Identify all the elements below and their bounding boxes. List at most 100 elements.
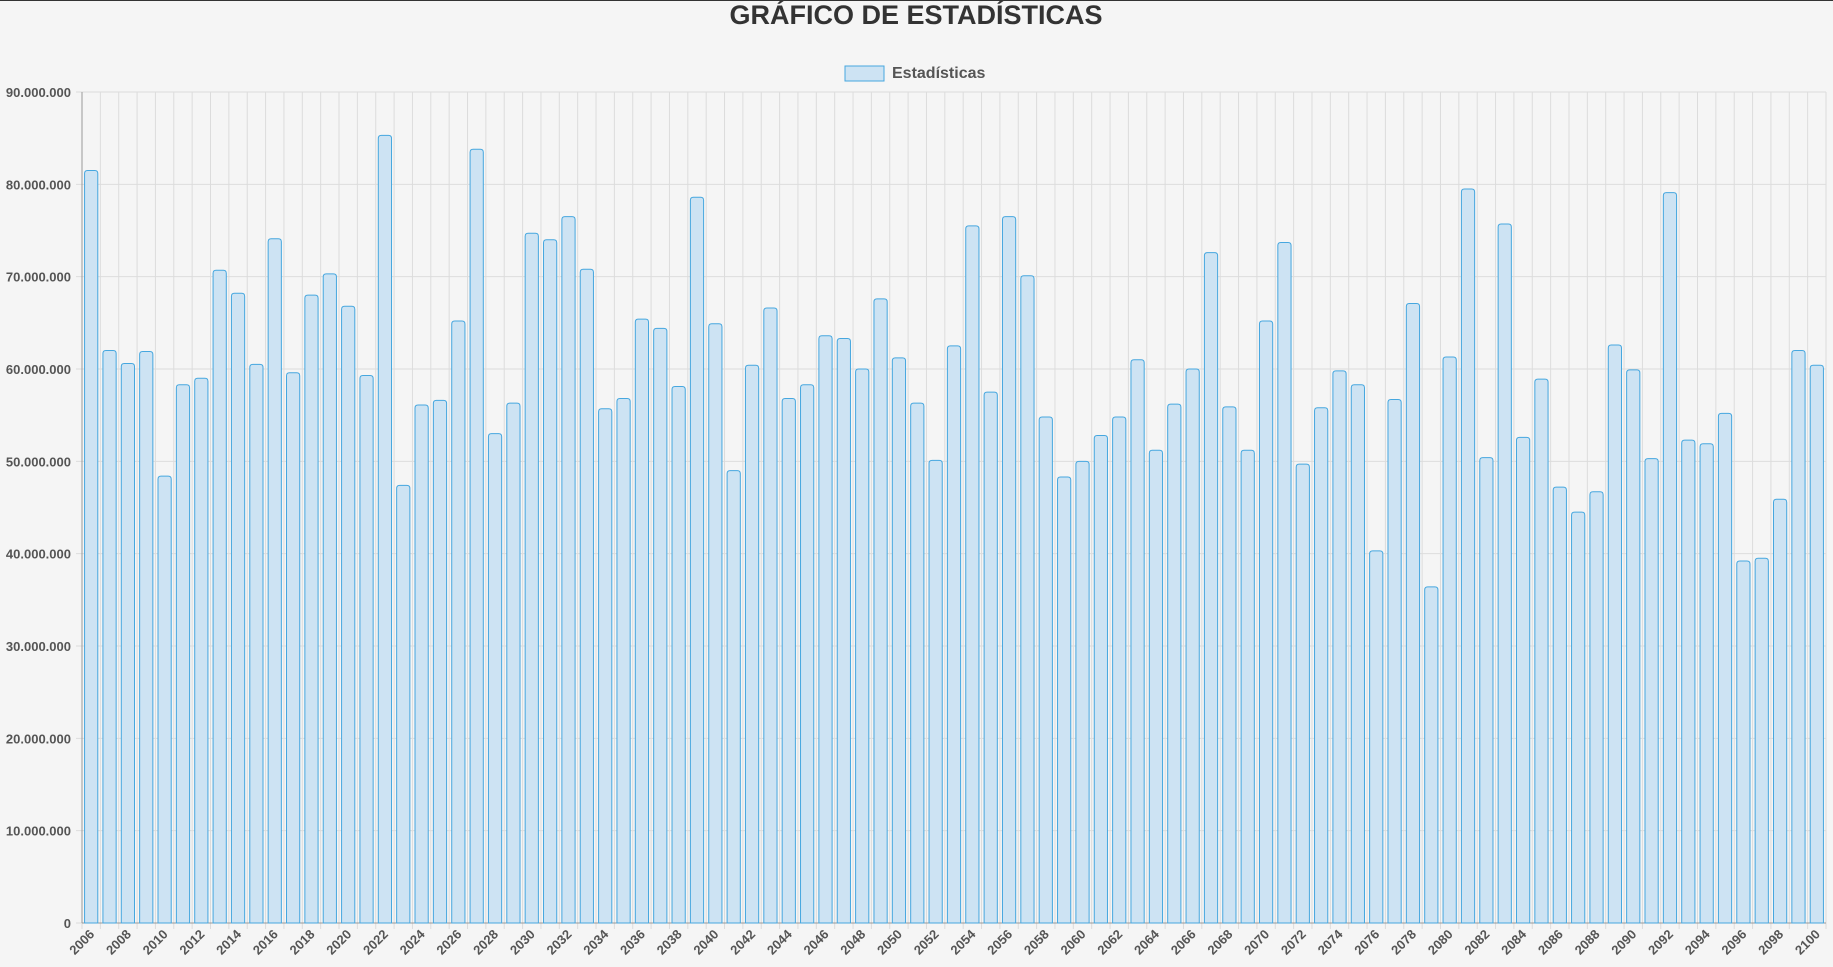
bar-2046[interactable] — [818, 335, 833, 924]
bar-2076[interactable] — [1369, 550, 1384, 924]
bar-2058[interactable] — [1038, 416, 1053, 924]
bar-2082[interactable] — [1479, 457, 1494, 924]
bar-2050[interactable] — [891, 357, 907, 924]
bar-2077[interactable] — [1387, 398, 1402, 924]
bar-2069[interactable] — [1240, 449, 1255, 924]
x-tick-label: 2070 — [1241, 927, 1272, 958]
bar-2032[interactable] — [561, 216, 576, 924]
bar-2066[interactable] — [1185, 368, 1200, 924]
bar-2048[interactable] — [855, 368, 870, 924]
bar-2021[interactable] — [359, 374, 374, 924]
bar-2009[interactable] — [139, 350, 154, 924]
bar-2064[interactable] — [1148, 449, 1164, 924]
bar-2026[interactable] — [451, 320, 466, 924]
bar-2067[interactable] — [1203, 252, 1219, 924]
bar-2065[interactable] — [1167, 403, 1182, 924]
bar-2014[interactable] — [230, 292, 246, 924]
bar-2011[interactable] — [175, 384, 191, 924]
bar-2091[interactable] — [1644, 458, 1659, 924]
bar-2087[interactable] — [1571, 511, 1586, 924]
bar-2056[interactable] — [1001, 216, 1017, 924]
bar-2038[interactable] — [671, 386, 686, 924]
bar-2029[interactable] — [506, 402, 521, 924]
bar-2017[interactable] — [286, 372, 301, 924]
bar-2085[interactable] — [1534, 378, 1549, 924]
x-tick-label: 2014 — [213, 926, 245, 958]
bar-2007[interactable] — [102, 350, 117, 924]
bar-2041[interactable] — [726, 470, 741, 924]
bar-2008[interactable] — [120, 362, 136, 924]
bar-2061[interactable] — [1093, 434, 1108, 924]
bar-2040[interactable] — [708, 323, 723, 924]
bar-2030[interactable] — [524, 232, 539, 924]
bar-2097[interactable] — [1754, 557, 1769, 924]
bar-2035[interactable] — [616, 398, 631, 924]
bar-2022[interactable] — [377, 134, 393, 924]
bar-2051[interactable] — [910, 402, 925, 924]
bar-2054[interactable] — [965, 225, 980, 924]
bar-2016[interactable] — [267, 238, 282, 924]
bar-2060[interactable] — [1075, 460, 1090, 924]
bar-2073[interactable] — [1314, 407, 1329, 924]
bar-2079[interactable] — [1424, 586, 1439, 924]
bar-2020[interactable] — [341, 305, 356, 924]
bar-2075[interactable] — [1350, 384, 1365, 924]
bar-2098[interactable] — [1773, 498, 1788, 924]
bar-2088[interactable] — [1589, 491, 1604, 924]
bar-2045[interactable] — [800, 384, 815, 924]
bar-2010[interactable] — [157, 475, 172, 924]
bar-2059[interactable] — [1057, 476, 1072, 924]
bar-2095[interactable] — [1717, 412, 1733, 924]
bar-2052[interactable] — [928, 459, 943, 924]
bar-2015[interactable] — [249, 363, 264, 924]
bar-2083[interactable] — [1497, 223, 1512, 924]
bar-2099[interactable] — [1791, 350, 1806, 924]
bar-2100[interactable] — [1809, 364, 1824, 924]
x-tick-label: 2062 — [1094, 927, 1125, 958]
bar-2037[interactable] — [653, 327, 668, 924]
bar-2057[interactable] — [1020, 275, 1035, 924]
bar-2094[interactable] — [1699, 443, 1714, 924]
bar-2034[interactable] — [598, 408, 613, 924]
bar-2025[interactable] — [432, 399, 448, 924]
bar-2053[interactable] — [946, 345, 962, 924]
bar-2063[interactable] — [1130, 359, 1145, 924]
bar-2028[interactable] — [487, 433, 503, 924]
bar-2027[interactable] — [469, 148, 484, 924]
bar-2078[interactable] — [1405, 302, 1421, 924]
bar-2031[interactable] — [543, 239, 558, 924]
bar-2023[interactable] — [396, 484, 411, 924]
bar-2068[interactable] — [1222, 406, 1237, 924]
bar-2006[interactable] — [84, 169, 99, 924]
bar-2049[interactable] — [873, 298, 888, 924]
bar-2013[interactable] — [212, 269, 227, 924]
legend-label: Estadísticas — [892, 65, 985, 82]
bar-2039[interactable] — [689, 196, 705, 924]
bar-2055[interactable] — [983, 391, 998, 924]
bar-2024[interactable] — [414, 404, 429, 924]
bar-2012[interactable] — [194, 377, 209, 924]
bar-2019[interactable] — [322, 273, 337, 924]
bar-2042[interactable] — [744, 364, 760, 924]
bar-2089[interactable] — [1607, 344, 1622, 924]
bar-2036[interactable] — [634, 318, 650, 924]
bar-2084[interactable] — [1515, 436, 1531, 924]
bar-2062[interactable] — [1112, 416, 1127, 924]
bar-2081[interactable] — [1460, 188, 1476, 924]
bar-2070[interactable] — [1258, 320, 1274, 924]
legend[interactable]: Estadísticas — [844, 65, 985, 82]
bar-2080[interactable] — [1442, 356, 1457, 924]
bar-2074[interactable] — [1332, 370, 1347, 924]
bar-2047[interactable] — [836, 338, 851, 924]
bar-2092[interactable] — [1662, 192, 1678, 924]
bar-2072[interactable] — [1295, 463, 1310, 924]
bar-2018[interactable] — [304, 294, 319, 924]
bar-2044[interactable] — [781, 398, 796, 924]
bar-2043[interactable] — [763, 307, 778, 924]
bar-2090[interactable] — [1626, 369, 1641, 924]
bar-2093[interactable] — [1681, 439, 1696, 924]
bar-2071[interactable] — [1277, 242, 1292, 924]
bar-2033[interactable] — [579, 268, 594, 924]
bar-2096[interactable] — [1736, 560, 1751, 924]
bar-2086[interactable] — [1552, 486, 1567, 924]
